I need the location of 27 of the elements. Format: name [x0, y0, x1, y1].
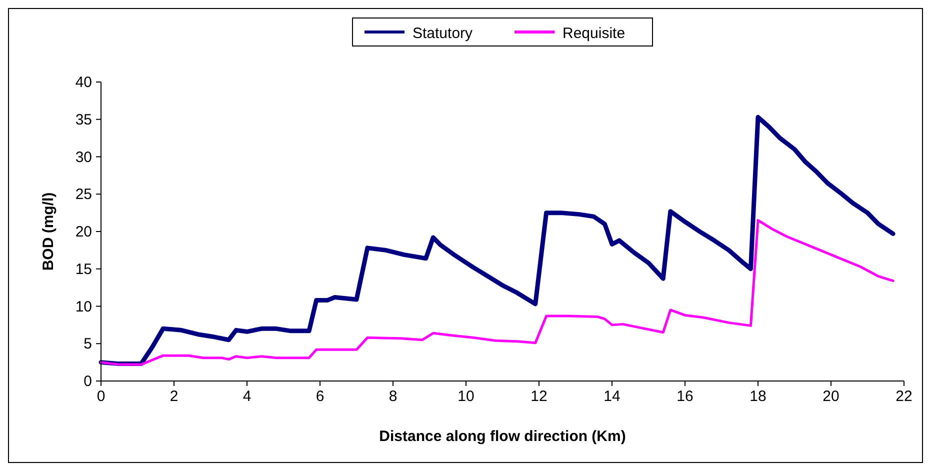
x-tick-label: 22: [896, 388, 912, 405]
x-tick-label: 14: [604, 388, 620, 405]
x-tick-label: 4: [242, 388, 252, 405]
y-tick-label: 10: [75, 298, 92, 316]
y-tick-label: 30: [75, 148, 92, 166]
y-tick-label: 0: [84, 373, 92, 390]
x-tick-label: 2: [170, 388, 178, 405]
y-tick-label: 15: [75, 260, 92, 278]
x-tick-label: 20: [822, 388, 840, 405]
y-tick-label: 5: [84, 336, 92, 353]
x-axis-title: Distance along flow direction (Km): [379, 428, 626, 445]
x-tick-label: 16: [676, 388, 694, 405]
x-tick-label: 12: [530, 388, 548, 405]
y-axis-title: BOD (mg/l): [40, 192, 57, 271]
x-tick-label: 10: [458, 388, 474, 405]
line-series: [98, 114, 896, 366]
y-tick-label: 35: [75, 111, 92, 128]
x-tick-label: 6: [316, 388, 324, 405]
y-tick-label: 25: [75, 186, 92, 204]
x-tick-label: 18: [750, 388, 766, 405]
x-tick-label: 8: [388, 388, 398, 405]
y-tick-label: 40: [75, 74, 92, 91]
y-tick-label: 20: [75, 224, 92, 240]
legend-label: Requisite: [562, 25, 626, 42]
legend-label: Statutory: [412, 25, 474, 42]
x-tick-label: 0: [96, 388, 106, 405]
line-series: [100, 219, 894, 366]
